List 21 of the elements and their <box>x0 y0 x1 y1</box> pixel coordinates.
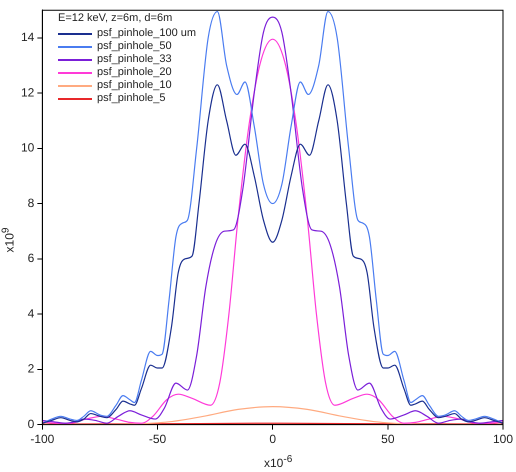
y-tick-label: 14 <box>20 30 35 44</box>
x-tick-label: 0 <box>269 432 276 446</box>
y-tick-label: 2 <box>28 362 35 376</box>
y-tick-label: 6 <box>28 251 35 266</box>
legend-title: E=12 keV, z=6m, d=6m <box>58 12 174 25</box>
y-tick-label: 8 <box>28 196 35 210</box>
legend-label: psf_pinhole_50 <box>97 40 172 53</box>
x-tick-label: -50 <box>148 432 167 446</box>
y-tick-label: 10 <box>20 140 35 155</box>
x-tick-label: -100 <box>30 432 55 446</box>
legend-label: psf_pinhole_20 <box>97 66 172 79</box>
legend-label: psf_pinhole_100 um <box>97 27 196 40</box>
y-tick-label: 0 <box>28 416 35 431</box>
legend-label: psf_pinhole_10 <box>97 79 172 92</box>
x-tick-label: 100 <box>492 432 514 446</box>
legend-label: psf_pinhole_5 <box>97 92 166 105</box>
y-tick-label: 12 <box>20 85 35 100</box>
x-axis-title: x10$^{-6}$ <box>264 454 292 470</box>
x-tick-label: 50 <box>381 432 395 446</box>
y-tick-label: 4 <box>28 306 35 320</box>
legend-label: psf_pinhole_33 <box>97 53 172 66</box>
